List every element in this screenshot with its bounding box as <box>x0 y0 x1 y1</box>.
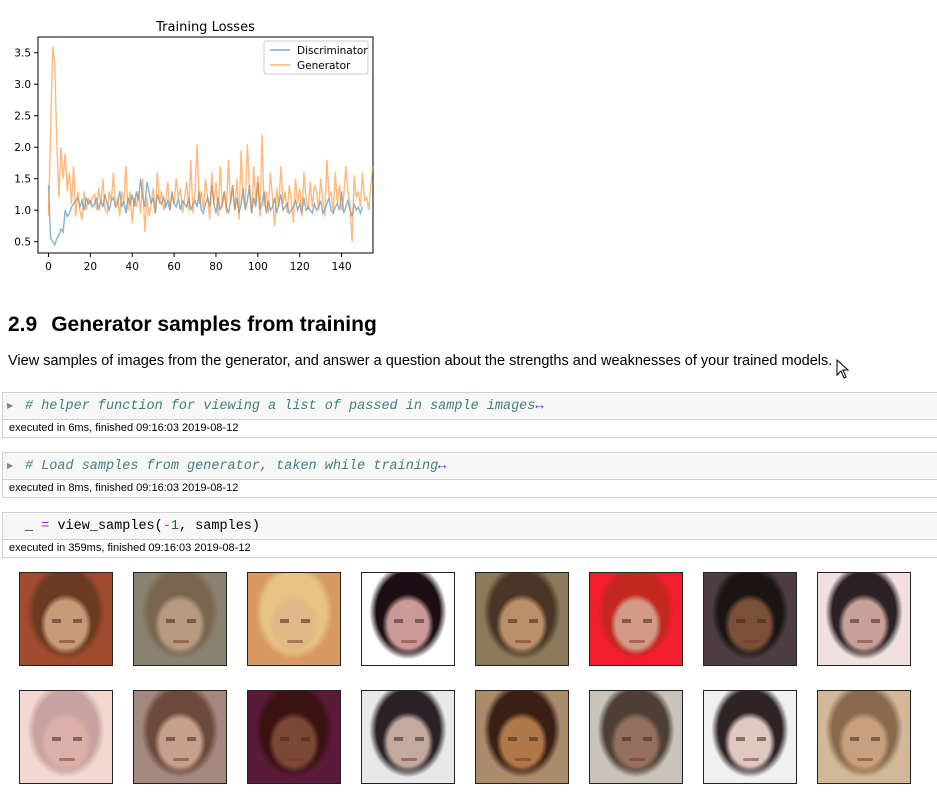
y-tick-label: 3.0 <box>14 79 31 91</box>
face-eyes <box>166 737 196 741</box>
face-eyes <box>52 619 82 623</box>
face-mouth <box>515 640 531 643</box>
x-tick-label: 60 <box>167 261 180 273</box>
legend-label: Discriminator <box>297 45 368 57</box>
expand-arrows-icon[interactable]: ↔ <box>438 459 447 474</box>
face-eyes <box>850 619 880 623</box>
generated-sample-image <box>703 572 797 666</box>
face-eyes <box>280 737 310 741</box>
face-mouth <box>857 640 873 643</box>
code-number: 1 <box>170 519 179 534</box>
face-mouth <box>401 640 417 643</box>
generated-sample-image <box>475 572 569 666</box>
code-var: _ <box>25 519 34 534</box>
generated-sample-image <box>247 690 341 784</box>
x-tick-label: 20 <box>84 261 97 273</box>
collapse-triangle-icon[interactable]: ▶ <box>7 401 14 410</box>
generated-sample-image <box>133 690 227 784</box>
generated-sample-image <box>817 572 911 666</box>
code-comment: # Load samples from generator, taken whi… <box>25 459 439 474</box>
generated-sample-image <box>133 572 227 666</box>
generated-sample-image <box>19 572 113 666</box>
code-line[interactable]: _ = view_samples(-1, samples) <box>25 519 260 534</box>
execution-time-text: executed in 359ms, finished 09:16:03 201… <box>9 542 251 554</box>
face-mouth <box>857 758 873 761</box>
x-tick-label: 120 <box>290 261 310 273</box>
x-tick-label: 140 <box>332 261 352 273</box>
chart-title: Training Losses <box>155 20 255 35</box>
training-losses-svg: Training Losses 0 20 40 60 80 100 120 140 0.5 1.0 1… <box>14 20 374 273</box>
series-line-generator <box>47 46 374 242</box>
face-mouth <box>287 640 303 643</box>
legend-label: Generator <box>297 60 351 72</box>
face-mouth <box>629 640 645 643</box>
generated-sample-image <box>247 572 341 666</box>
execution-time-status: executed in 6ms, finished 09:16:03 2019-… <box>2 420 937 438</box>
face-mouth <box>401 758 417 761</box>
x-tick-label: 100 <box>248 261 268 273</box>
section-heading: 2.9 Generator samples from training <box>8 313 377 337</box>
face-eyes <box>850 737 880 741</box>
code-comment: # helper function for viewing a list of … <box>25 399 536 414</box>
face-eyes <box>622 737 652 741</box>
face-mouth <box>743 758 759 761</box>
code-rest: , samples) <box>178 519 260 534</box>
code-negative: - <box>162 519 171 534</box>
face-mouth <box>629 758 645 761</box>
y-tick-label: 1.5 <box>14 174 31 186</box>
section-title-text: Generator samples from training <box>51 313 377 336</box>
section-number: 2.9 <box>8 313 38 336</box>
collapse-triangle-icon[interactable]: ▶ <box>7 461 14 470</box>
face-eyes <box>622 619 652 623</box>
code-line[interactable]: # helper function for viewing a list of … <box>25 399 544 414</box>
training-losses-chart: Training Losses 0 20 40 60 80 100 120 140 0.5 1.0 1… <box>0 0 420 290</box>
face-mouth <box>59 640 75 643</box>
code-line[interactable]: # Load samples from generator, taken whi… <box>25 459 446 474</box>
execution-time-status: executed in 359ms, finished 09:16:03 201… <box>2 540 937 558</box>
generated-sample-image <box>19 690 113 784</box>
generated-sample-image <box>361 572 455 666</box>
face-mouth <box>59 758 75 761</box>
generated-sample-image <box>703 690 797 784</box>
x-tick-label: 40 <box>126 261 139 273</box>
face-mouth <box>287 758 303 761</box>
plot-frame <box>37 36 374 254</box>
code-call: view_samples( <box>57 519 163 534</box>
code-cell-load-samples[interactable]: ▶ # Load samples from generator, taken w… <box>2 452 937 480</box>
y-tick-label: 2.0 <box>14 142 31 154</box>
execution-time-text: executed in 6ms, finished 09:16:03 2019-… <box>9 422 239 434</box>
face-eyes <box>394 737 424 741</box>
face-mouth <box>173 758 189 761</box>
face-eyes <box>166 619 196 623</box>
generated-sample-image <box>475 690 569 784</box>
expand-arrows-icon[interactable]: ↔ <box>535 399 544 414</box>
execution-time-text: executed in 8ms, finished 09:16:03 2019-… <box>9 482 239 494</box>
face-eyes <box>736 737 766 741</box>
generated-sample-image <box>817 690 911 784</box>
x-tick-label: 0 <box>45 261 52 273</box>
face-mouth <box>515 758 531 761</box>
mouse-pointer-icon <box>836 359 850 379</box>
code-cell-view-samples[interactable]: _ = view_samples(-1, samples) <box>2 512 937 540</box>
face-eyes <box>280 619 310 623</box>
code-cell-helper[interactable]: ▶ # helper function for viewing a list o… <box>2 392 937 420</box>
y-tick-label: 1.0 <box>14 205 31 217</box>
face-eyes <box>52 737 82 741</box>
execution-time-status: executed in 8ms, finished 09:16:03 2019-… <box>2 480 937 498</box>
face-mouth <box>173 640 189 643</box>
face-eyes <box>508 737 538 741</box>
generated-sample-image <box>361 690 455 784</box>
generated-sample-image <box>589 690 683 784</box>
y-tick-label: 0.5 <box>14 237 31 249</box>
code-operator: = <box>41 519 50 534</box>
face-mouth <box>743 640 759 643</box>
face-eyes <box>508 619 538 623</box>
face-eyes <box>736 619 766 623</box>
y-tick-label: 2.5 <box>14 111 31 123</box>
generated-sample-image <box>589 572 683 666</box>
x-tick-label: 80 <box>209 261 222 273</box>
face-eyes <box>394 619 424 623</box>
section-description: View samples of images from the generato… <box>8 353 833 369</box>
y-tick-label: 3.5 <box>14 48 31 60</box>
